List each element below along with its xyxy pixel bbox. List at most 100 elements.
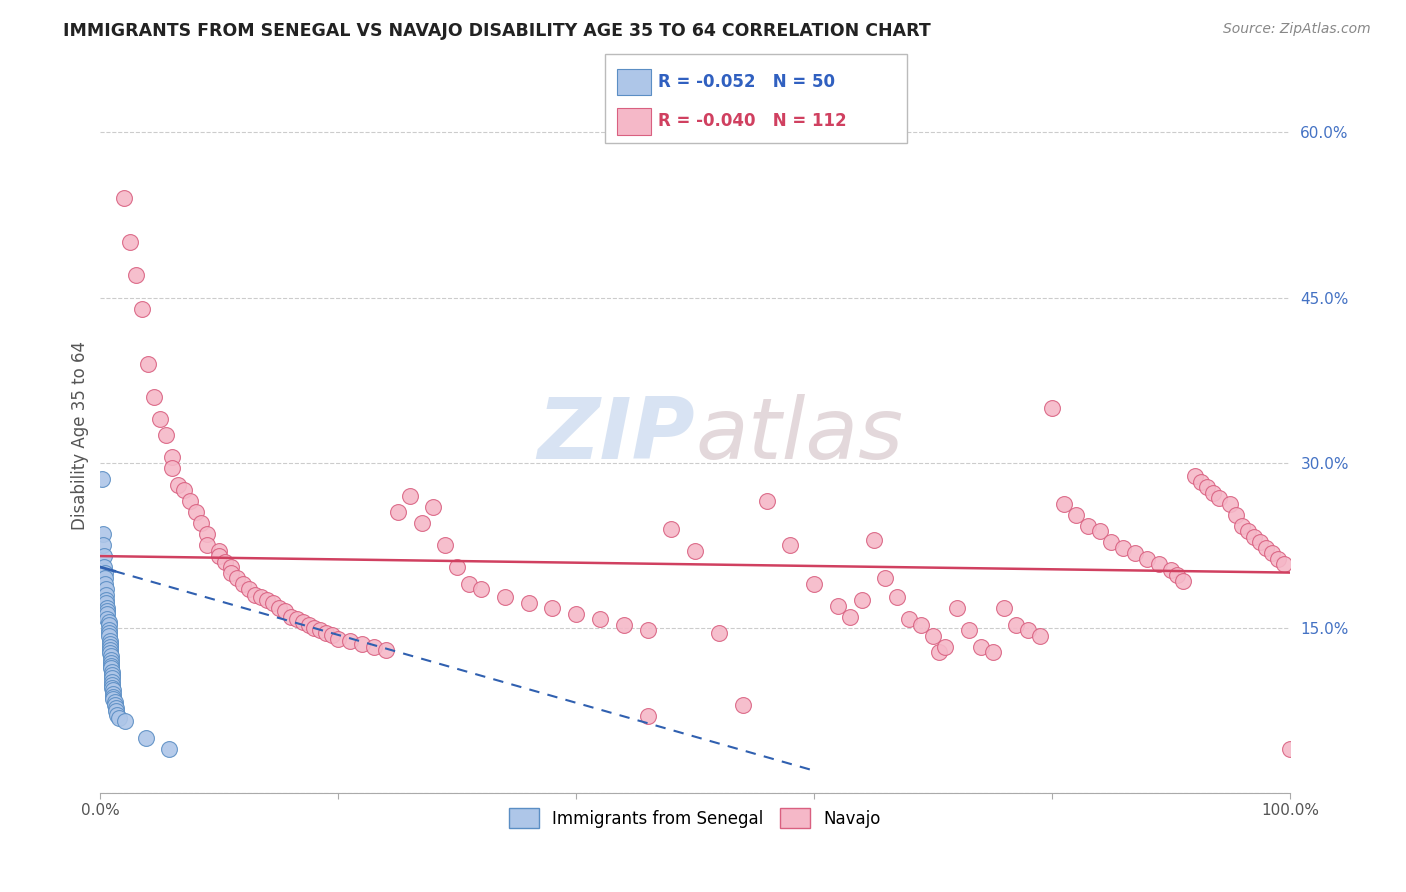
Point xyxy=(779,538,801,552)
Point xyxy=(184,505,207,519)
Point xyxy=(103,692,125,706)
Point xyxy=(910,618,932,632)
Point xyxy=(114,714,136,728)
Point xyxy=(101,665,124,679)
Point xyxy=(100,659,122,673)
Point xyxy=(458,576,481,591)
Point xyxy=(422,500,444,514)
Point xyxy=(1225,508,1247,523)
Point xyxy=(219,566,242,580)
Text: IMMIGRANTS FROM SENEGAL VS NAVAJO DISABILITY AGE 35 TO 64 CORRELATION CHART: IMMIGRANTS FROM SENEGAL VS NAVAJO DISABI… xyxy=(63,22,931,40)
Point xyxy=(104,698,127,712)
Point xyxy=(1123,546,1146,560)
Point xyxy=(387,505,409,519)
Point xyxy=(103,683,125,698)
Point xyxy=(104,701,127,715)
Point xyxy=(179,494,201,508)
Point xyxy=(94,571,117,585)
Point xyxy=(1064,508,1087,523)
Point xyxy=(1261,546,1284,560)
Point xyxy=(637,708,659,723)
Point xyxy=(96,588,118,602)
Point xyxy=(838,609,860,624)
Y-axis label: Disability Age 35 to 64: Disability Age 35 to 64 xyxy=(72,341,89,530)
Point xyxy=(238,582,260,596)
Point xyxy=(98,633,121,648)
Point xyxy=(280,609,302,624)
Point xyxy=(100,649,122,664)
Point xyxy=(565,607,588,622)
Point xyxy=(98,640,121,655)
Point xyxy=(98,637,121,651)
Point xyxy=(94,566,117,580)
Point xyxy=(731,698,754,712)
Point xyxy=(100,656,122,670)
Point xyxy=(1171,574,1194,589)
Point xyxy=(862,533,884,547)
Point xyxy=(96,607,118,622)
Point xyxy=(363,640,385,655)
Point xyxy=(827,599,849,613)
Point xyxy=(96,596,118,610)
Point xyxy=(494,590,516,604)
Point xyxy=(232,576,254,591)
Point xyxy=(166,477,188,491)
Point xyxy=(683,543,706,558)
Point xyxy=(1267,552,1289,566)
Point xyxy=(1136,552,1159,566)
Point xyxy=(94,576,117,591)
Point xyxy=(993,600,1015,615)
Point xyxy=(1053,497,1076,511)
Point xyxy=(374,642,396,657)
Point xyxy=(291,615,314,629)
Text: R = -0.040   N = 112: R = -0.040 N = 112 xyxy=(658,112,846,130)
Point xyxy=(96,600,118,615)
Point xyxy=(101,681,124,695)
Point xyxy=(285,612,308,626)
Point xyxy=(103,687,125,701)
Point xyxy=(898,612,921,626)
Point xyxy=(108,711,131,725)
Point xyxy=(321,628,343,642)
Point xyxy=(328,632,350,646)
Point xyxy=(1219,497,1241,511)
Point xyxy=(659,522,682,536)
Point xyxy=(149,411,172,425)
Point xyxy=(157,741,180,756)
Point xyxy=(160,461,183,475)
Point xyxy=(957,623,980,637)
Point xyxy=(97,626,120,640)
Point xyxy=(208,549,231,563)
Point xyxy=(155,428,177,442)
Point xyxy=(755,494,778,508)
Point xyxy=(173,483,195,497)
Point xyxy=(105,707,128,722)
Point xyxy=(1101,534,1123,549)
Point xyxy=(1077,519,1099,533)
Point xyxy=(1232,519,1254,533)
Point xyxy=(101,674,124,689)
Legend: Immigrants from Senegal, Navajo: Immigrants from Senegal, Navajo xyxy=(502,802,887,834)
Point xyxy=(1005,618,1028,632)
Point xyxy=(446,560,468,574)
Text: R = -0.052   N = 50: R = -0.052 N = 50 xyxy=(658,73,835,91)
Point xyxy=(1278,741,1301,756)
Point xyxy=(934,640,956,655)
Point xyxy=(315,626,337,640)
Point xyxy=(90,472,112,486)
Point xyxy=(1195,480,1218,494)
Point xyxy=(96,593,118,607)
Point xyxy=(339,633,361,648)
Point xyxy=(309,623,332,637)
Point xyxy=(981,645,1004,659)
Point xyxy=(886,590,908,604)
Point xyxy=(1272,557,1295,571)
Point xyxy=(91,527,114,541)
Point xyxy=(197,527,219,541)
Point xyxy=(219,560,242,574)
Point xyxy=(1166,567,1188,582)
Point xyxy=(1189,475,1212,490)
Point xyxy=(707,626,730,640)
Point xyxy=(101,668,124,682)
Point xyxy=(803,576,825,591)
